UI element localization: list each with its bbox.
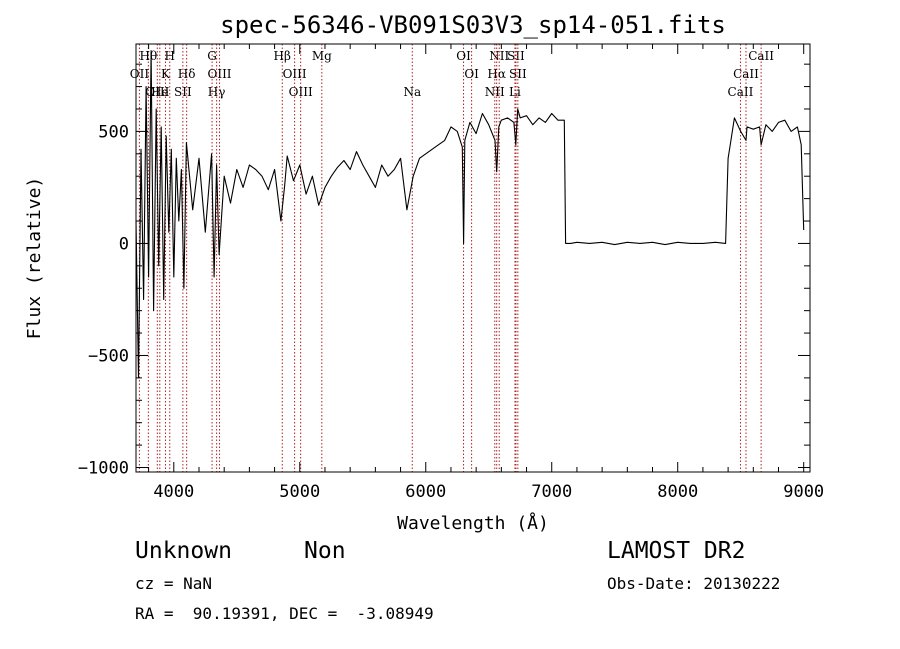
line-marker-label: He	[151, 85, 169, 99]
y-tick-label: 500	[98, 122, 129, 142]
y-axis: 500 0 −500 −1000	[78, 63, 810, 479]
line-marker-label: Hβ	[274, 49, 291, 63]
redshift-text: cz = NaN	[135, 574, 213, 593]
plot-frame	[135, 43, 811, 473]
line-marker-label: SII	[507, 49, 525, 63]
line-marker-label: Hα	[487, 67, 506, 81]
obs-date-text: Obs-Date: 20130222	[607, 574, 781, 593]
series-group	[135, 50, 805, 379]
line-marker-label: OI	[464, 67, 479, 81]
line-marker-label: K	[161, 67, 171, 81]
line-marker-label: Na	[403, 85, 421, 99]
class-label: Unknown	[135, 538, 232, 564]
line-marker-label: OII	[130, 67, 150, 81]
y-tick-label: 0	[119, 234, 129, 254]
x-tick-label: 7000	[531, 482, 572, 502]
line-marker-label: NII	[485, 85, 505, 99]
y-axis-label: Flux (relative)	[24, 177, 45, 340]
line-marker-label: Hδ	[178, 67, 196, 81]
line-marker-label: CaII	[733, 67, 759, 81]
x-tick-label: 4000	[153, 482, 194, 502]
line-marker-label: Li	[509, 85, 521, 99]
x-axis-label: Wavelength (Å)	[397, 512, 549, 534]
line-marker-label: OIII	[289, 85, 313, 99]
line-marker-label: G	[207, 49, 217, 63]
line-marker-label: Hθ	[139, 49, 157, 63]
x-axis: 4000 5000 6000 7000 8000 9000	[148, 44, 824, 502]
y-tick-label: −1000	[78, 459, 129, 479]
line-marker-label: OIII	[283, 67, 307, 81]
series-line-flux	[135, 50, 805, 379]
y-tick-label: −500	[88, 346, 129, 366]
survey-label: LAMOST DR2	[607, 538, 746, 564]
line-marker-label: Hγ	[208, 85, 226, 99]
x-tick-label: 5000	[279, 482, 320, 502]
line-marker-label: Mg	[312, 49, 332, 63]
x-tick-label: 9000	[783, 482, 824, 502]
subclass-label: Non	[304, 538, 346, 564]
line-marker-label: SII	[509, 67, 527, 81]
line-marker-label: H	[165, 49, 175, 63]
line-marker-label: NII	[489, 49, 509, 63]
line-marker-label: CaII	[728, 85, 754, 99]
line-marker-label: SII	[174, 85, 192, 99]
x-tick-label: 6000	[405, 482, 446, 502]
line-marker-label: OIII	[207, 67, 231, 81]
chart-title: spec-56346-VB091S03V3_sp14-051.fits	[220, 11, 726, 39]
x-tick-label: 8000	[657, 482, 698, 502]
line-marker-label: CaII	[748, 49, 774, 63]
line-marker-label: OI	[456, 49, 471, 63]
radec-text: RA = 90.19391, DEC = -3.08949	[135, 604, 434, 623]
